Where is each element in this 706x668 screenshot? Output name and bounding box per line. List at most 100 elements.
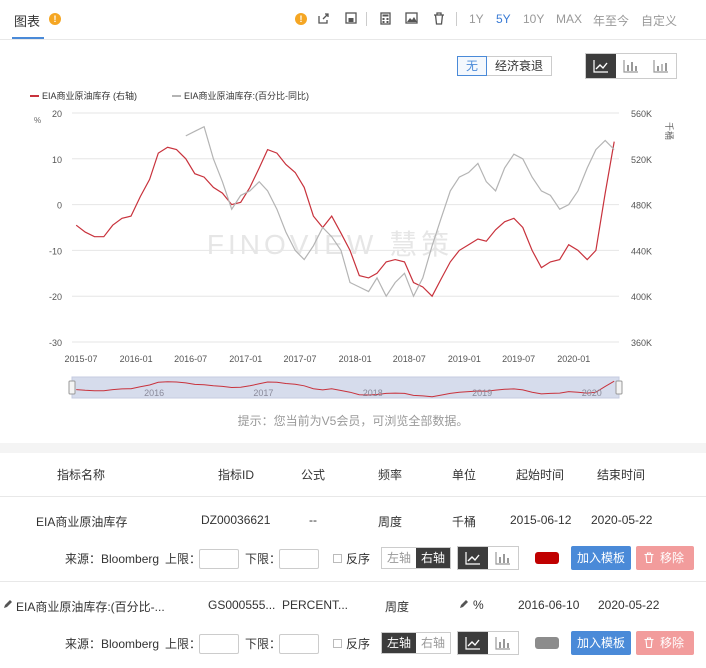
- toolbar-divider: [456, 12, 457, 26]
- recession-option[interactable]: 经济衰退: [495, 59, 544, 73]
- upper-limit-input[interactable]: [199, 634, 239, 654]
- series-chart-type: [457, 631, 519, 655]
- col-header-id: 指标ID: [218, 468, 255, 482]
- warning-icon[interactable]: !: [49, 13, 61, 25]
- range-1y[interactable]: 1Y: [469, 12, 484, 26]
- axis-switch: 左轴 右轴: [381, 632, 451, 654]
- left-axis-tick: 0: [57, 201, 62, 211]
- indicator-name[interactable]: EIA商业原油库存: [36, 515, 128, 529]
- series-chart-type: [457, 546, 519, 570]
- upper-limit-input[interactable]: [199, 549, 239, 569]
- x-axis-tick: 2016-01: [120, 354, 153, 364]
- navigator-series-line: [76, 380, 615, 398]
- line-chart-icon[interactable]: [458, 632, 488, 654]
- x-axis-tick: 2018-07: [393, 354, 426, 364]
- right-axis-unit: 千桶: [664, 122, 675, 140]
- bar-chart-icon[interactable]: [488, 632, 518, 654]
- add-to-template-button[interactable]: 加入模板: [571, 546, 631, 570]
- left-axis-option[interactable]: 左轴: [386, 551, 411, 565]
- legend-label: EIA商业原油库存 (右轴): [42, 91, 138, 101]
- reverse-checkbox[interactable]: [333, 639, 342, 648]
- range-10y[interactable]: 10Y: [523, 12, 545, 26]
- chart-toolbar: 图表 ! ! 1Y 5Y 10Y MAX 年至今 自定义: [0, 0, 706, 40]
- left-axis-tick: 20: [52, 109, 62, 119]
- legend-item-yoy[interactable]: EIA商业原油库存:(百分比-同比): [172, 89, 309, 102]
- series-color-swatch[interactable]: [535, 552, 559, 564]
- indicator-id: GS000555...: [208, 598, 276, 612]
- left-axis-tick: -10: [49, 246, 62, 256]
- recession-none-option[interactable]: 无: [457, 56, 488, 76]
- bar-chart-icon[interactable]: [616, 54, 646, 78]
- trash-icon[interactable]: [432, 12, 446, 26]
- add-to-template-button[interactable]: 加入模板: [571, 631, 631, 655]
- indicator-unit: 千桶: [452, 515, 477, 529]
- edit-pencil-icon[interactable]: [3, 598, 13, 612]
- x-axis-tick: 2019-07: [502, 354, 535, 364]
- stacked-bar-chart-icon[interactable]: [646, 54, 676, 78]
- legend-swatch: [172, 94, 181, 97]
- indicator-unit: %: [473, 598, 484, 612]
- right-axis-option[interactable]: 右轴: [416, 548, 450, 568]
- range-5y[interactable]: 5Y: [496, 12, 511, 26]
- navigator-year-label: 2020: [582, 388, 602, 398]
- range-ytd[interactable]: 年至今: [593, 14, 630, 28]
- indicator-name[interactable]: EIA商业原油库存:(百分比-...: [16, 600, 165, 614]
- series-line-inventory: [75, 141, 615, 298]
- calculator-icon[interactable]: [378, 12, 392, 26]
- upper-limit-label: 上限：: [165, 637, 202, 651]
- navigator-right-handle[interactable]: [615, 380, 623, 395]
- legend-item-inventory[interactable]: EIA商业原油库存 (右轴): [30, 89, 137, 102]
- reverse-checkbox[interactable]: [333, 554, 342, 563]
- remove-label: 移除: [660, 636, 685, 650]
- active-tab-underline: [12, 37, 44, 39]
- indicator-end-date: 2020-05-22: [591, 513, 653, 527]
- navigator-year-label: 2019: [472, 388, 492, 398]
- lower-limit-input[interactable]: [279, 634, 319, 654]
- right-axis-tick: 480K: [631, 201, 652, 211]
- upper-limit-label: 上限：: [165, 552, 202, 566]
- save-icon[interactable]: [344, 12, 358, 26]
- row-divider: [0, 581, 706, 582]
- left-axis-option[interactable]: 左轴: [382, 633, 416, 653]
- right-axis-option[interactable]: 右轴: [420, 636, 445, 650]
- col-header-end: 结束时间: [597, 468, 646, 482]
- line-chart-icon[interactable]: [458, 547, 488, 569]
- col-header-formula: 公式: [301, 468, 326, 482]
- chart-tab-title[interactable]: 图表: [14, 14, 41, 29]
- range-max[interactable]: MAX: [556, 12, 583, 26]
- indicator-formula: PERCENT...: [282, 598, 349, 612]
- range-custom[interactable]: 自定义: [641, 14, 678, 28]
- left-axis-tick: -20: [49, 292, 62, 302]
- source-label: 来源：Bloomberg: [65, 552, 160, 566]
- navigator-left-handle[interactable]: [68, 380, 76, 395]
- col-header-start: 起始时间: [516, 468, 565, 482]
- x-axis-tick: 2017-07: [283, 354, 316, 364]
- bar-chart-icon[interactable]: [488, 547, 518, 569]
- image-icon[interactable]: [404, 12, 418, 26]
- col-header-unit: 单位: [452, 468, 477, 482]
- x-axis-tick: 2020-01: [557, 354, 590, 364]
- indicator-end-date: 2020-05-22: [598, 598, 660, 612]
- warning-icon[interactable]: !: [295, 13, 307, 25]
- line-chart: % 千桶 20 560K 10 520K 0 480K -10 440K -20 400K -30 3…: [34, 109, 675, 399]
- line-chart-icon[interactable]: [586, 54, 616, 78]
- section-divider: [0, 443, 706, 453]
- edit-pencil-icon[interactable]: [459, 598, 469, 612]
- x-axis-tick: 2019-01: [448, 354, 481, 364]
- remove-button[interactable]: 移除: [636, 546, 694, 570]
- x-axis-tick: 2018-01: [339, 354, 372, 364]
- series-color-swatch[interactable]: [535, 637, 559, 649]
- right-axis-tick: 360K: [631, 338, 652, 348]
- share-icon[interactable]: [316, 12, 330, 26]
- trash-icon: [644, 552, 654, 564]
- left-axis-tick: 10: [52, 155, 62, 165]
- navigator-year-label: 2017: [253, 388, 273, 398]
- reverse-label: 反序: [346, 637, 371, 651]
- reverse-label: 反序: [346, 552, 371, 566]
- right-axis-tick: 440K: [631, 246, 652, 256]
- indicator-frequency: 周度: [378, 515, 403, 529]
- lower-limit-input[interactable]: [279, 549, 319, 569]
- lower-limit-label: 下限：: [245, 552, 282, 566]
- remove-button[interactable]: 移除: [636, 631, 694, 655]
- axis-switch: 左轴 右轴: [381, 547, 451, 569]
